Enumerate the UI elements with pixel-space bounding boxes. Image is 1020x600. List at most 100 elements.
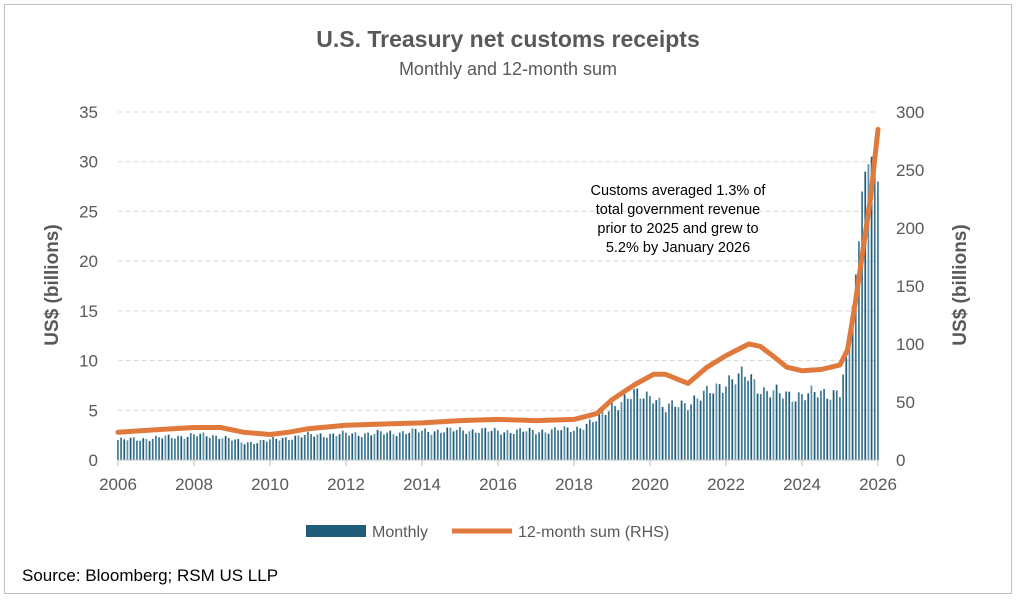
monthly-bar (269, 439, 271, 460)
monthly-bar (582, 429, 585, 460)
y-tick-right: 0 (896, 451, 905, 470)
monthly-bar (579, 428, 582, 460)
monthly-bar (155, 435, 157, 460)
monthly-bar (614, 406, 616, 460)
monthly-bar (224, 435, 227, 460)
monthly-bar (474, 432, 477, 460)
source-note: Source: Bloomberg; RSM US LLP (22, 566, 279, 585)
monthly-bar (756, 393, 759, 460)
x-tick-label: 2012 (327, 475, 365, 494)
monthly-bar (753, 379, 756, 460)
monthly-bar (468, 431, 471, 460)
monthly-bar (595, 421, 597, 460)
monthly-bar (576, 426, 578, 460)
y-tick-left: 10 (79, 352, 98, 371)
monthly-bar (554, 427, 556, 460)
x-axis: 2006 2008 2010 2012 2014 2016 2018 2020 2022 2024… (99, 459, 897, 494)
monthly-bar (861, 191, 863, 461)
x-tick-label: 2014 (403, 475, 441, 494)
monthly-bar (550, 429, 553, 460)
monthly-bar (367, 432, 369, 460)
y-tick-right: 150 (896, 277, 924, 296)
y-axis-right-title: US$ (billions) (950, 224, 971, 345)
monthly-bar (402, 431, 404, 460)
monthly-bar (354, 432, 357, 460)
monthly-bar (281, 437, 284, 460)
monthly-bar (174, 438, 176, 460)
monthly-bar (839, 397, 841, 460)
monthly-bar (237, 439, 240, 460)
chart-frame (4, 4, 1012, 594)
monthly-bar (414, 429, 417, 460)
monthly-bar (778, 393, 781, 460)
monthly-bar (208, 437, 211, 460)
monthly-bar (506, 430, 509, 460)
y-tick-right: 100 (896, 335, 924, 354)
monthly-bar (487, 431, 490, 460)
monthly-bar (180, 436, 183, 460)
monthly-bar (389, 430, 392, 460)
monthly-bar (294, 435, 297, 460)
monthly-bar (797, 392, 800, 460)
monthly-bar (620, 401, 623, 460)
x-tick-label: 2016 (479, 475, 517, 494)
monthly-bar (848, 334, 851, 460)
monthly-bar (145, 438, 148, 460)
monthly-bar (832, 390, 835, 460)
monthly-bar (392, 434, 395, 460)
monthly-bar (763, 387, 765, 460)
y-tick-right: 200 (896, 219, 924, 238)
monthly-bar (813, 391, 816, 460)
twelve-month-sum-line (115, 126, 881, 437)
monthly-bar (500, 434, 502, 460)
monthly-bar (250, 441, 252, 460)
legend-label-monthly: Monthly (372, 524, 428, 541)
y-tick-left: 20 (79, 252, 98, 271)
monthly-bar (462, 430, 464, 460)
monthly-bar (588, 419, 591, 460)
y-tick-right: 300 (896, 103, 924, 122)
monthly-bar (126, 440, 129, 460)
monthly-bar (538, 432, 540, 460)
monthly-bar (718, 384, 721, 460)
monthly-bar (370, 435, 373, 460)
monthly-bar (246, 442, 249, 460)
monthly-bar (791, 401, 794, 460)
monthly-bar (424, 428, 426, 460)
monthly-bar (820, 390, 822, 460)
monthly-bar (405, 434, 407, 460)
monthly-bar (854, 274, 857, 460)
y-tick-right: 50 (896, 393, 915, 412)
monthly-bar (649, 396, 651, 460)
monthly-bar (592, 422, 594, 460)
y-axis-left: 0 5 10 15 20 25 30 35 (79, 103, 98, 470)
monthly-bar (712, 393, 715, 460)
monthly-bar (136, 440, 138, 460)
annotation-line: Customs averaged 1.3% of (591, 183, 767, 199)
monthly-bar (728, 375, 730, 460)
monthly-bar (851, 306, 854, 460)
monthly-bar (449, 427, 452, 460)
monthly-bar (373, 433, 376, 460)
monthly-bar (379, 431, 382, 460)
monthly-bar (541, 429, 544, 460)
monthly-bar (262, 440, 265, 460)
monthly-bar (497, 430, 499, 460)
monthly-bar (693, 395, 696, 460)
monthly-bar (858, 241, 860, 460)
monthly-bar (129, 437, 132, 460)
legend-swatch-monthly (306, 525, 366, 537)
monthly-bar (164, 435, 167, 460)
monthly-bar (345, 432, 347, 460)
monthly-bar (170, 438, 173, 460)
monthly-bar (731, 379, 734, 460)
monthly-bar (227, 437, 230, 460)
monthly-bar (702, 390, 705, 460)
monthly-bar (664, 412, 667, 460)
monthly-bar (845, 357, 848, 460)
monthly-bar (455, 429, 458, 460)
monthly-bar (348, 435, 350, 460)
monthly-bar (573, 430, 575, 460)
monthly-bar (810, 385, 813, 460)
monthly-bar (769, 397, 772, 460)
